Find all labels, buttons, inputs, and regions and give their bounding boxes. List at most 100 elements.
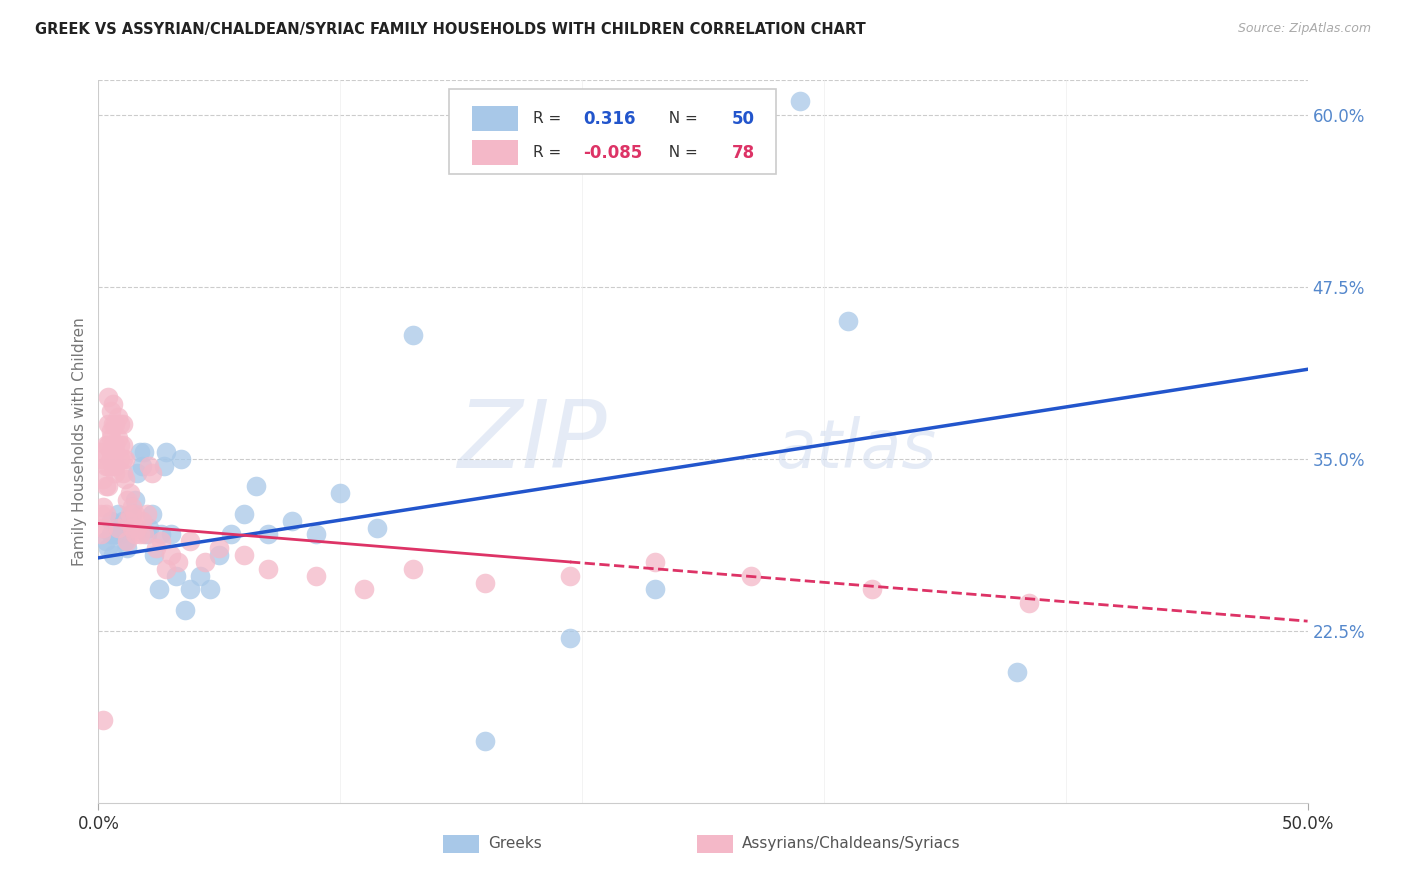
Point [117,534,139,549]
FancyBboxPatch shape [472,140,517,165]
Point [100,424,122,438]
Point [107,520,129,534]
Point [90,507,112,521]
Point [194,555,217,569]
Point [740,568,762,582]
Point [100,403,122,417]
Point [143,548,166,562]
Point [94,458,117,473]
Text: -0.085: -0.085 [583,144,643,161]
Point [108,438,131,452]
Point [100,445,122,459]
Point [117,541,139,556]
Text: 78: 78 [733,144,755,161]
Point [121,500,143,514]
Point [91,500,114,514]
Point [90,527,112,541]
Point [117,514,139,528]
Point [221,527,243,541]
Point [150,527,173,541]
Y-axis label: Family Households with Children: Family Households with Children [72,318,87,566]
Point [101,397,124,411]
Text: ZIP: ZIP [457,396,606,487]
Point [91,472,114,486]
Point [128,527,150,541]
Point [160,527,183,541]
FancyBboxPatch shape [443,835,479,854]
Point [121,507,143,521]
Point [179,582,201,597]
Point [97,541,120,556]
Text: R =: R = [533,145,565,160]
Text: N =: N = [659,112,703,126]
Text: R =: R = [533,112,571,126]
Point [1007,665,1029,679]
Text: 50: 50 [733,110,755,128]
Text: N =: N = [659,145,703,160]
Point [558,568,581,582]
Point [97,458,120,473]
Text: Assyrians/Chaldeans/Syriacs: Assyrians/Chaldeans/Syriacs [742,837,960,852]
Point [97,417,120,432]
Point [97,390,120,404]
Point [208,548,231,562]
FancyBboxPatch shape [449,89,776,174]
Point [208,541,231,556]
Point [107,520,129,534]
Point [150,534,173,549]
Point [104,466,127,480]
Point [245,479,267,493]
Point [100,451,122,466]
Point [329,486,352,500]
FancyBboxPatch shape [472,106,517,131]
Point [114,472,136,486]
Point [118,520,141,534]
Point [124,527,146,541]
Point [305,568,328,582]
Point [135,507,157,521]
FancyBboxPatch shape [697,835,734,854]
Point [135,527,157,541]
Point [111,417,134,432]
Point [90,445,112,459]
Point [474,575,496,590]
Point [101,417,124,432]
Point [108,527,131,541]
Point [97,479,120,493]
Point [1018,596,1040,610]
Point [117,493,139,508]
Point [104,527,127,541]
Point [94,479,117,493]
Point [141,507,163,521]
Point [366,520,388,534]
Point [789,94,811,108]
Point [131,458,153,473]
Point [104,438,127,452]
Point [402,327,425,342]
Point [114,451,136,466]
Point [179,534,201,549]
Point [127,520,149,534]
Point [131,514,153,528]
Point [121,520,143,534]
Point [124,507,146,521]
Point [138,520,160,534]
Point [91,520,114,534]
Text: GREEK VS ASSYRIAN/CHALDEAN/SYRIAC FAMILY HOUSEHOLDS WITH CHILDREN CORRELATION CH: GREEK VS ASSYRIAN/CHALDEAN/SYRIAC FAMILY… [35,22,866,37]
Point [474,734,496,748]
Point [353,582,375,597]
Point [169,451,191,466]
Point [127,466,149,480]
Point [188,568,211,582]
Point [141,466,163,480]
Point [148,582,170,597]
Point [128,445,150,459]
Text: atlas: atlas [776,416,936,482]
Point [558,631,581,645]
Point [107,431,129,445]
Point [232,507,254,521]
Text: Greeks: Greeks [488,837,541,852]
Point [91,713,114,727]
Point [124,493,146,508]
Point [101,548,124,562]
